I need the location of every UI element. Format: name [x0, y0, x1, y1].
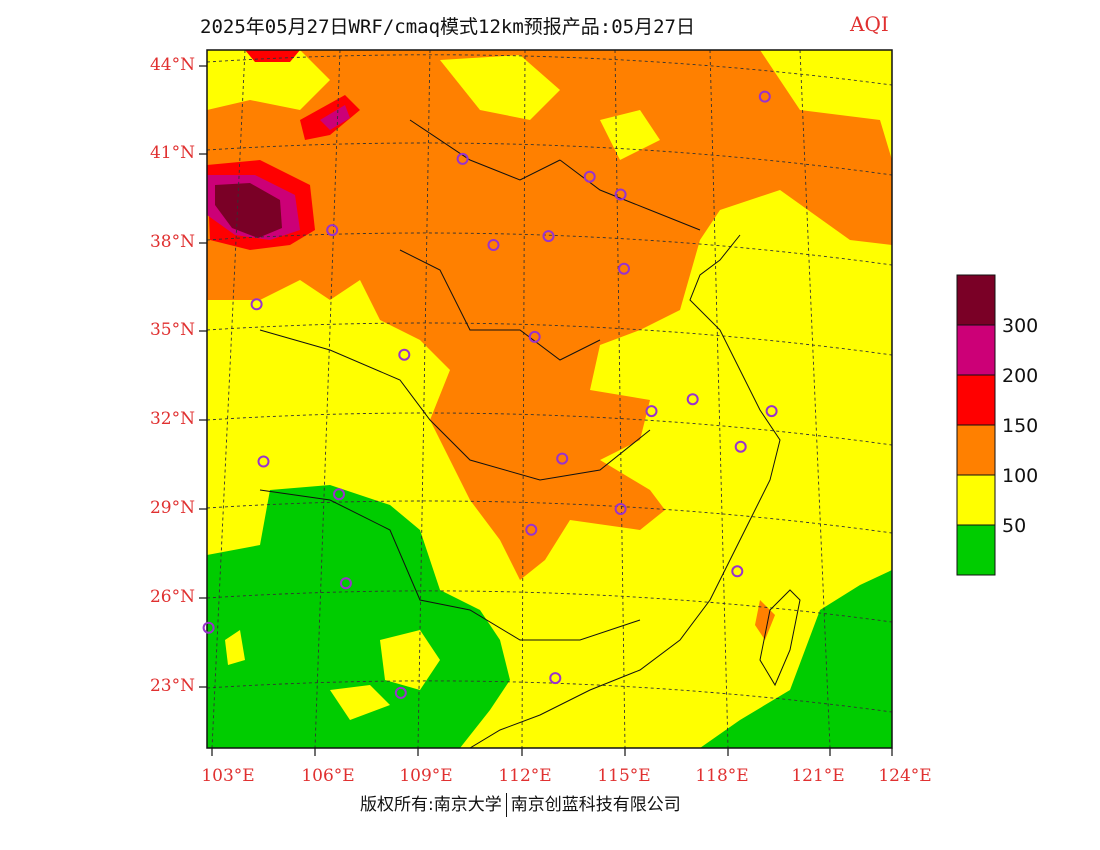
aqi-zone-unhealthy-sensitive	[207, 50, 892, 580]
legend-label-100: 100	[1002, 465, 1039, 487]
legend-swatch-hazardous	[956, 274, 996, 326]
station-marker	[250, 298, 263, 311]
copyright-company: 南京创蓝科技有限公司	[510, 795, 681, 815]
station-marker	[645, 405, 658, 418]
lat-label-44: 44°N	[149, 55, 195, 75]
lat-label-38: 38°N	[149, 232, 195, 252]
station-marker	[525, 523, 538, 536]
station-marker	[614, 503, 627, 515]
legend-label-50: 50	[1002, 515, 1027, 537]
footer-divider	[505, 793, 507, 817]
lon-label-112: 112°E	[498, 766, 552, 786]
station-marker	[765, 405, 778, 418]
lat-label-23: 23°N	[149, 676, 195, 696]
station-marker	[398, 348, 411, 361]
station-marker	[202, 621, 215, 634]
legend-swatch-very-unhealthy	[956, 324, 996, 376]
color-legend	[956, 274, 996, 576]
variable-label: AQI	[850, 12, 889, 36]
aqi-field	[207, 50, 892, 748]
lon-label-121: 121°E	[791, 766, 845, 786]
graticule	[207, 50, 892, 748]
lon-label-106: 106°E	[301, 766, 355, 786]
lon-label-103: 103°E	[201, 766, 255, 786]
station-marker	[456, 152, 469, 165]
lat-label-26: 26°N	[149, 587, 195, 607]
station-marker	[731, 565, 744, 578]
legend-label-150: 150	[1002, 415, 1039, 437]
lat-label-41: 41°N	[149, 143, 195, 163]
station-marker	[734, 440, 747, 453]
legend-swatch-unhealthy	[956, 374, 996, 426]
station-marker	[583, 170, 596, 183]
copyright-footer: 版权所有:南京大学 南京创蓝科技有限公司	[360, 790, 681, 817]
legend-swatch-moderate	[956, 474, 996, 526]
legend-swatch-sensitive	[956, 424, 996, 476]
lat-label-29: 29°N	[149, 498, 195, 518]
station-marker	[487, 239, 500, 251]
axis-ticks	[199, 65, 893, 756]
station-marker	[333, 488, 345, 501]
lon-label-109: 109°E	[399, 766, 453, 786]
station-marker	[528, 330, 541, 343]
station-marker	[257, 455, 270, 468]
lat-label-35: 35°N	[149, 320, 195, 340]
station-marker	[394, 686, 407, 699]
station-marker	[614, 188, 627, 201]
station-markers	[202, 90, 778, 699]
station-marker	[758, 90, 771, 103]
station-marker	[556, 452, 569, 465]
aqi-zone-hazardous	[215, 183, 282, 238]
map-title: 2025年05月27日WRF/cmaq模式12km预报产品:05月27日	[200, 16, 695, 38]
map-frame	[206, 49, 893, 749]
legend-label-300: 300	[1002, 315, 1039, 337]
station-marker	[618, 262, 630, 275]
lon-label-115: 115°E	[597, 766, 651, 786]
boundaries	[259, 119, 801, 748]
station-marker	[339, 577, 352, 590]
legend-swatch-good	[956, 524, 996, 576]
lat-label-32: 32°N	[149, 409, 195, 429]
station-marker	[549, 672, 562, 685]
lon-label-118: 118°E	[695, 766, 749, 786]
station-marker	[326, 224, 339, 237]
aqi-zone-good	[207, 485, 510, 748]
lon-label-124: 124°E	[878, 766, 932, 786]
station-marker	[686, 393, 699, 406]
copyright-owner: 版权所有:南京大学	[360, 795, 502, 815]
station-marker	[542, 230, 555, 243]
legend-label-200: 200	[1002, 365, 1039, 387]
